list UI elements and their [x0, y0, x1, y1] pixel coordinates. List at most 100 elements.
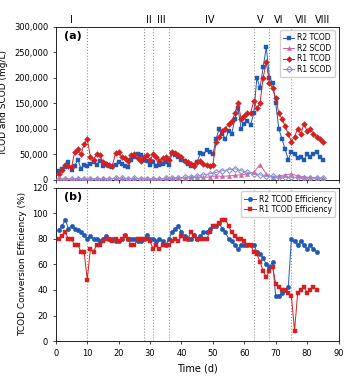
Legend: R2 TCOD, R2 SCOD, R1 TCOD, R1 SCOD: R2 TCOD, R2 SCOD, R1 TCOD, R1 SCOD — [280, 30, 335, 77]
R2 SCOD — [252, 170, 256, 175]
R1 SCOD — [302, 175, 306, 180]
R1 SCOD — [214, 170, 218, 175]
R2 SCOD — [208, 175, 212, 179]
R1 TCOD Efficiency — [95, 243, 99, 247]
R1 SCOD — [157, 177, 162, 181]
R2 TCOD Efficiency — [76, 227, 80, 232]
R1 TCOD — [148, 157, 152, 162]
R1 SCOD — [220, 169, 224, 173]
R1 SCOD — [57, 177, 61, 181]
R1 SCOD — [82, 177, 86, 181]
Line: R1 TCOD: R1 TCOD — [57, 60, 325, 176]
R2 SCOD — [120, 176, 124, 180]
R1 SCOD — [245, 170, 250, 175]
R2 SCOD — [189, 175, 193, 180]
R1 TCOD — [308, 127, 312, 131]
R1 SCOD — [201, 172, 206, 177]
X-axis label: Time (d): Time (d) — [177, 363, 217, 373]
R2 SCOD — [195, 175, 199, 179]
Text: (b): (b) — [64, 192, 82, 202]
R1 SCOD — [321, 176, 325, 181]
R2 SCOD — [258, 162, 262, 167]
R1 SCOD — [113, 176, 118, 181]
R2 SCOD — [227, 174, 231, 178]
R2 SCOD — [289, 172, 294, 176]
R1 TCOD — [101, 160, 105, 164]
R2 SCOD — [145, 177, 149, 181]
R2 SCOD — [176, 175, 180, 180]
Line: R2 SCOD: R2 SCOD — [57, 163, 325, 181]
R2 SCOD — [270, 175, 275, 180]
R2 TCOD Efficiency — [98, 239, 102, 244]
Y-axis label: TCOD Conversion Efficiency (%): TCOD Conversion Efficiency (%) — [18, 192, 27, 337]
R1 TCOD Efficiency — [211, 224, 215, 228]
R1 TCOD Efficiency — [261, 268, 265, 273]
R1 SCOD — [164, 176, 168, 181]
R1 SCOD — [176, 175, 180, 180]
R2 SCOD — [220, 174, 224, 179]
R2 SCOD — [157, 177, 162, 181]
R1 TCOD Efficiency — [220, 217, 224, 222]
R2 TCOD — [139, 153, 143, 158]
R2 SCOD — [302, 175, 306, 179]
Line: R2 TCOD: R2 TCOD — [57, 45, 325, 173]
R1 SCOD — [76, 177, 80, 181]
R2 TCOD — [321, 157, 325, 162]
R2 SCOD — [308, 175, 312, 180]
R2 SCOD — [214, 174, 218, 178]
R2 SCOD — [82, 177, 86, 181]
R2 TCOD Efficiency — [63, 217, 67, 222]
R1 TCOD — [321, 139, 325, 144]
R2 SCOD — [101, 176, 105, 181]
R2 SCOD — [245, 172, 250, 176]
R1 SCOD — [126, 177, 130, 181]
R2 SCOD — [277, 174, 281, 178]
R2 SCOD — [201, 175, 206, 180]
R1 SCOD — [170, 176, 174, 180]
Y-axis label: TCOD and SCOD (mg/L): TCOD and SCOD (mg/L) — [0, 50, 8, 156]
R1 SCOD — [296, 175, 300, 180]
R1 TCOD Efficiency — [57, 236, 61, 241]
R2 TCOD — [264, 45, 268, 49]
R1 SCOD — [314, 176, 319, 180]
R1 SCOD — [69, 177, 74, 182]
R1 SCOD — [132, 176, 136, 181]
R1 SCOD — [252, 172, 256, 176]
R1 SCOD — [183, 175, 187, 180]
R1 SCOD — [283, 175, 287, 179]
R2 TCOD Efficiency — [274, 294, 278, 299]
R2 SCOD — [151, 177, 155, 181]
R2 SCOD — [57, 176, 61, 181]
R1 SCOD — [233, 166, 237, 171]
R2 SCOD — [170, 176, 174, 181]
R2 SCOD — [139, 177, 143, 181]
R1 TCOD — [264, 60, 268, 64]
R1 SCOD — [95, 177, 99, 181]
R1 SCOD — [151, 177, 155, 181]
R1 SCOD — [195, 174, 199, 178]
R2 SCOD — [183, 175, 187, 180]
R1 TCOD Efficiency — [245, 243, 250, 247]
R1 TCOD Efficiency — [73, 243, 77, 247]
R2 TCOD — [101, 163, 105, 168]
R1 SCOD — [264, 174, 268, 178]
R1 SCOD — [277, 175, 281, 179]
R1 SCOD — [308, 175, 312, 180]
R1 SCOD — [227, 168, 231, 172]
R1 SCOD — [120, 176, 124, 181]
Line: R2 TCOD Efficiency: R2 TCOD Efficiency — [57, 218, 319, 299]
R2 SCOD — [69, 177, 74, 181]
R1 SCOD — [63, 177, 67, 181]
R2 TCOD Efficiency — [245, 243, 250, 247]
R2 SCOD — [321, 176, 325, 180]
R1 TCOD Efficiency — [314, 288, 319, 292]
R1 TCOD — [139, 158, 143, 163]
R2 SCOD — [126, 177, 130, 181]
R1 SCOD — [139, 177, 143, 181]
R2 SCOD — [239, 172, 243, 177]
R1 SCOD — [107, 177, 111, 181]
R1 TCOD — [57, 172, 61, 176]
R2 TCOD Efficiency — [57, 227, 61, 232]
R2 SCOD — [264, 172, 268, 176]
R2 TCOD Efficiency — [113, 239, 118, 244]
